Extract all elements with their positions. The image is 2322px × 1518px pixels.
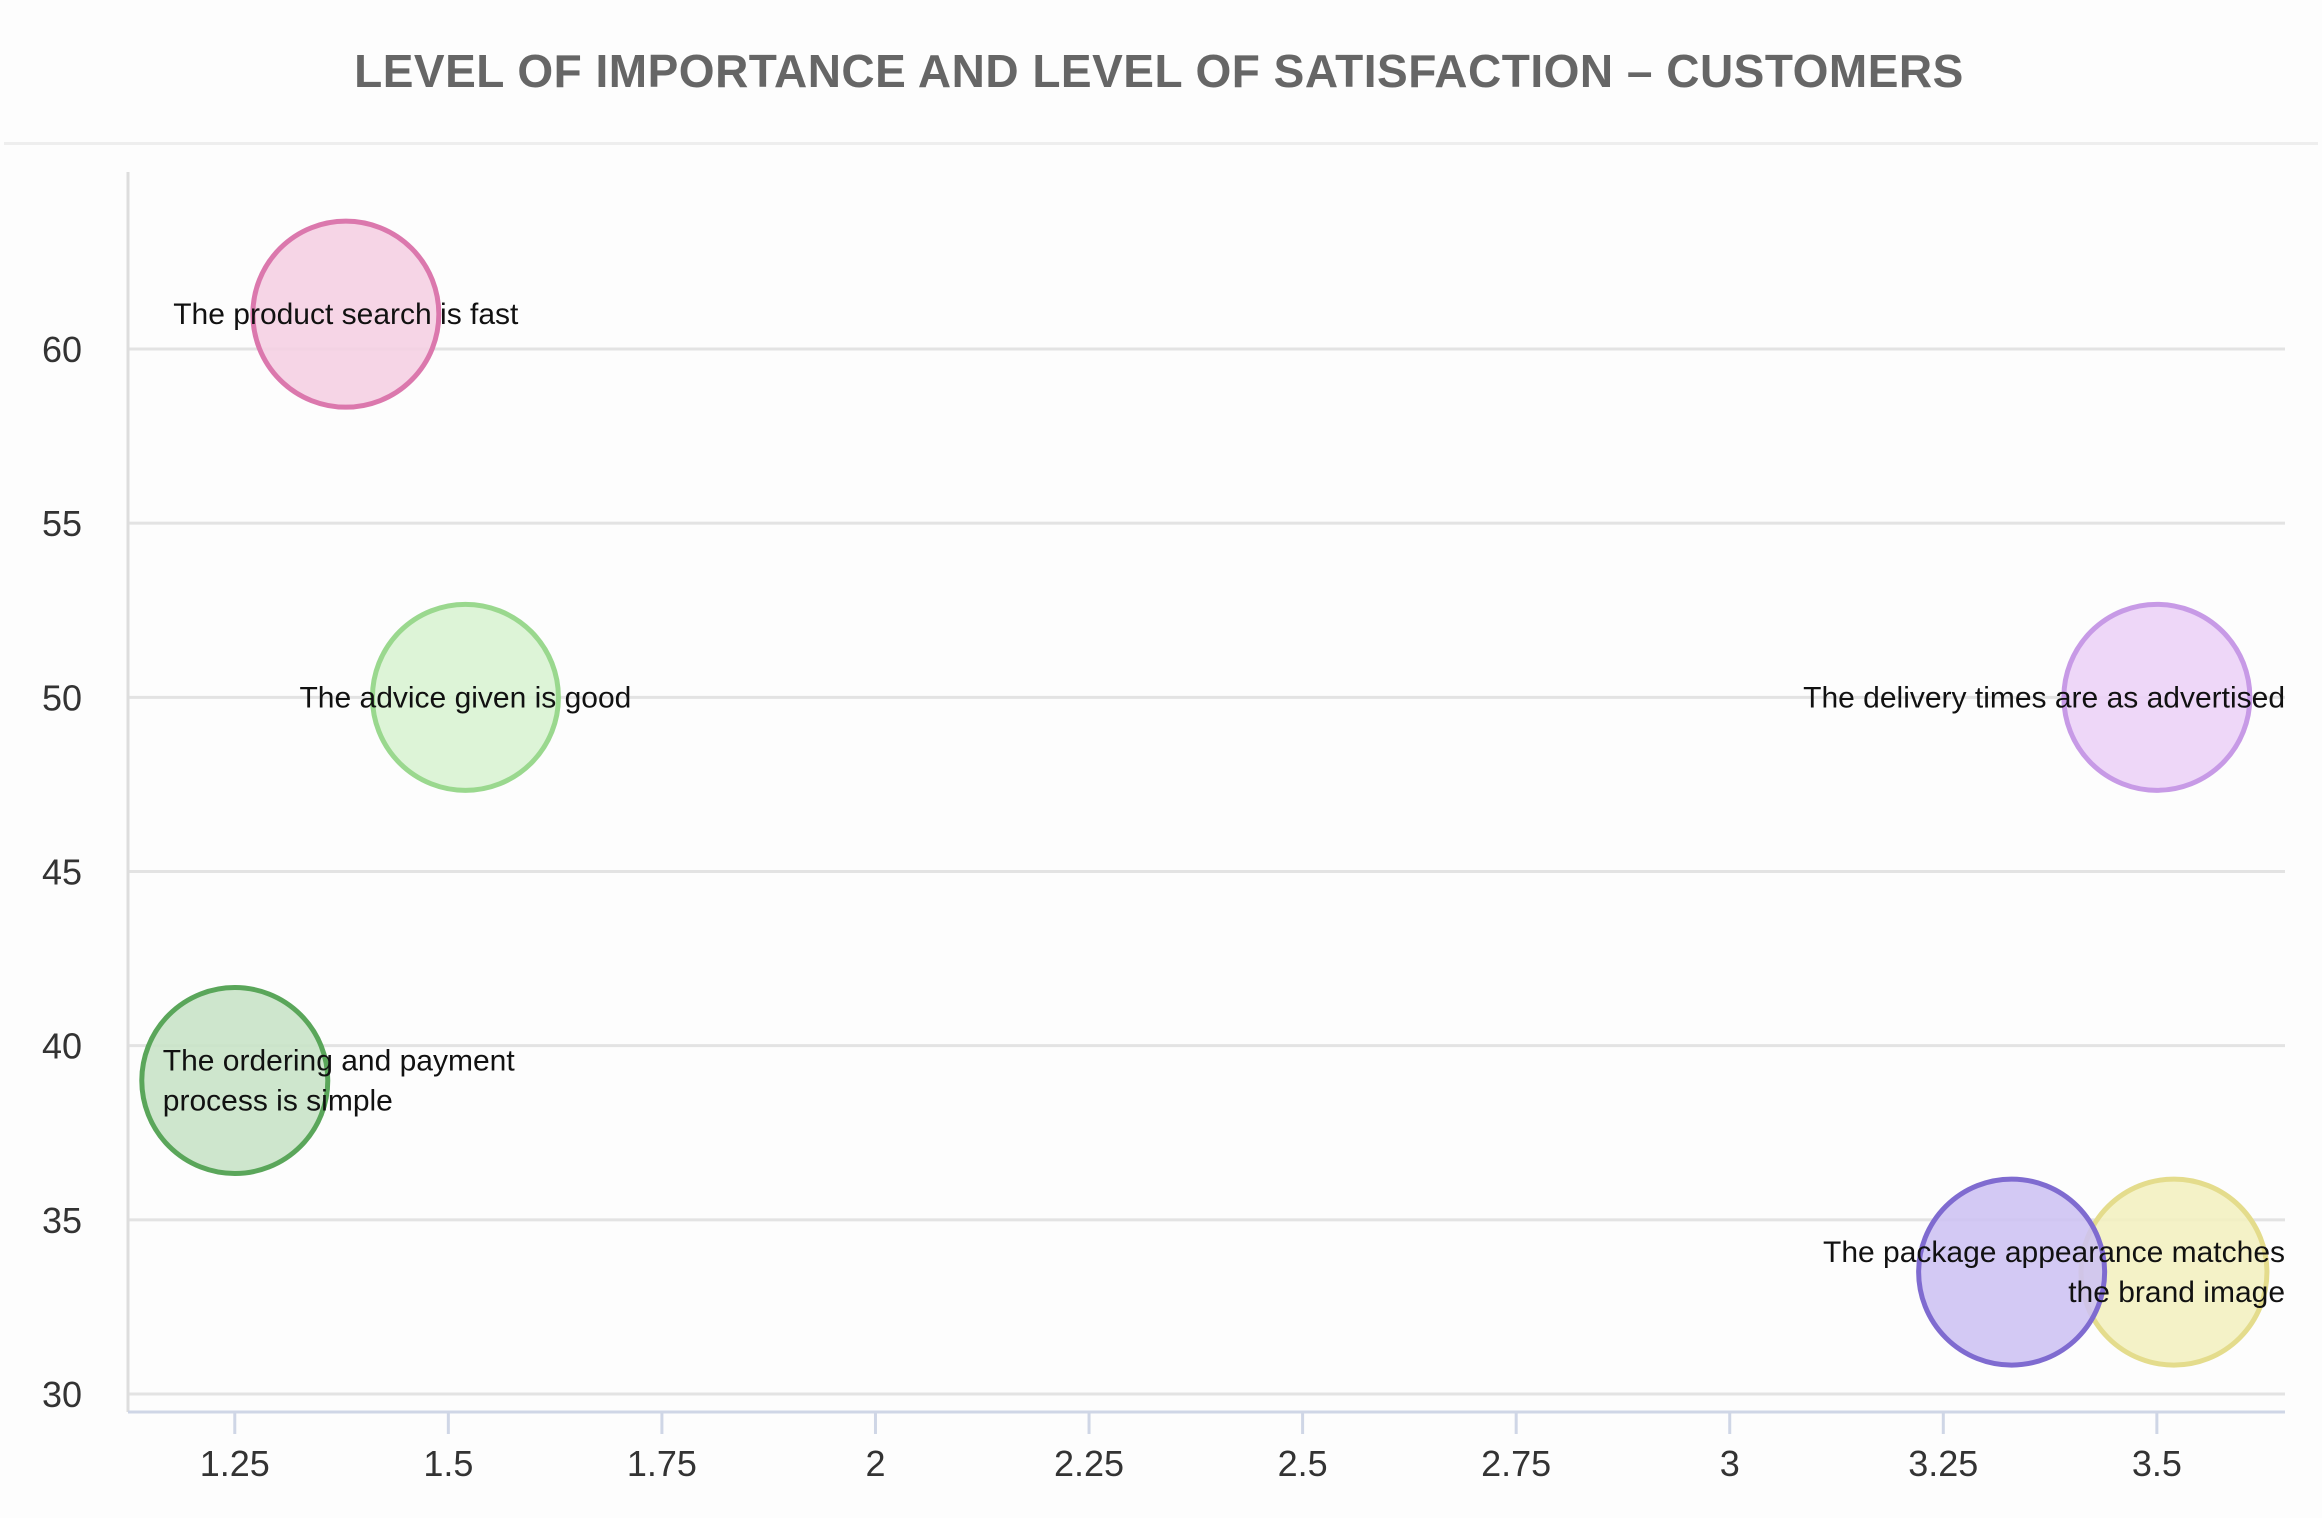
bubble: [250, 218, 442, 410]
bubble-label: The product search is fast: [173, 298, 519, 331]
x-tick-label: 2.75: [1481, 1443, 1551, 1484]
y-tick-label: 35: [42, 1200, 82, 1241]
bubble-label: The advice given is good: [299, 681, 631, 714]
x-tick-label: 3.5: [2132, 1443, 2182, 1484]
bubble-label: process is simple: [163, 1085, 393, 1118]
y-tick-label: 50: [42, 677, 82, 718]
bubble-label: The delivery times are as advertised: [1803, 681, 2285, 714]
bubbles: [139, 218, 2270, 1368]
bubble: [1916, 1176, 2108, 1368]
grid-lines: [128, 347, 2285, 1396]
y-tick-label: 40: [42, 1026, 82, 1067]
x-tick-label: 2: [865, 1443, 885, 1484]
x-tick-label: 2.5: [1278, 1443, 1328, 1484]
bubble-label: The package appearance matches: [1823, 1236, 2285, 1269]
bubble-label: the brand image: [2068, 1276, 2285, 1309]
x-tick-label: 1.25: [200, 1443, 270, 1484]
x-tick-label: 1.75: [627, 1443, 697, 1484]
bubble: [369, 601, 561, 793]
y-tick-label: 45: [42, 852, 82, 893]
x-tick-label: 2.25: [1054, 1443, 1124, 1484]
title-bar: LEVEL OF IMPORTANCE AND LEVEL OF SATISFA…: [4, 0, 2318, 145]
bubble: [2061, 601, 2253, 793]
chart-title: LEVEL OF IMPORTANCE AND LEVEL OF SATISFA…: [354, 45, 1964, 97]
x-tick-label: 1.5: [423, 1443, 473, 1484]
y-tick-label: 55: [42, 503, 82, 544]
x-tick-label: 3: [1720, 1443, 1740, 1484]
y-tick-label: 60: [42, 329, 82, 370]
bubble: [139, 985, 331, 1176]
x-tick-label: 3.25: [1908, 1443, 1978, 1484]
axes: 30 35 40 45 50 55 60 1.25 1.5 1.75 2 2.25 2.5 2.75 3 3.…: [42, 172, 2285, 1484]
bubble-labels: The product search is fast The advice giv…: [163, 298, 2285, 1309]
bubble: [2078, 1176, 2270, 1368]
y-tick-label: 30: [42, 1374, 82, 1415]
bubble-label: The ordering and payment: [163, 1045, 516, 1078]
